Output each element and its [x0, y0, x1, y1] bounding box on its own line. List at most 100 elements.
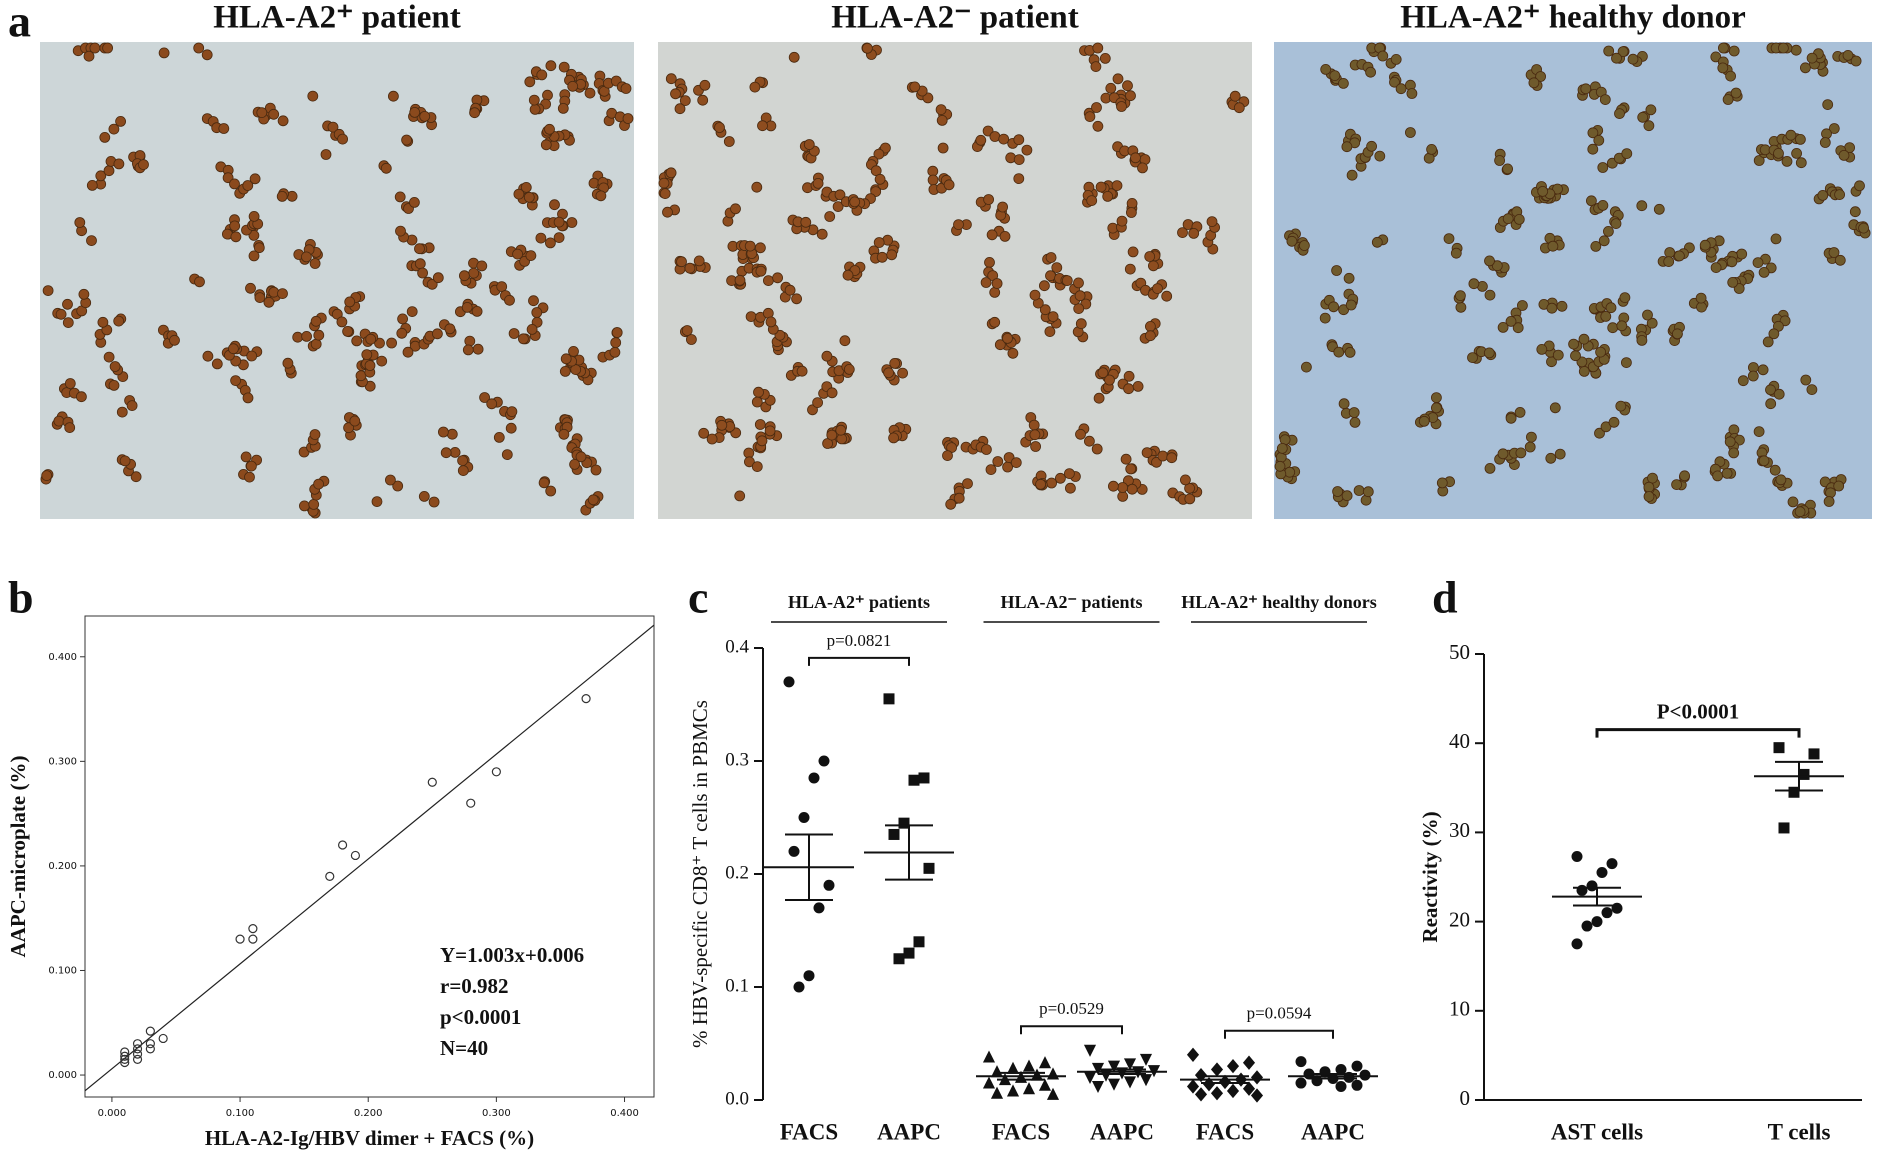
bracket [808, 656, 910, 666]
point [883, 693, 895, 705]
bead [883, 367, 894, 379]
bead [1035, 478, 1046, 490]
bead [803, 139, 815, 150]
bead [298, 500, 310, 512]
bead [1362, 486, 1374, 498]
bead [1858, 222, 1869, 234]
bead [408, 196, 420, 208]
point [1210, 1086, 1224, 1101]
bead [751, 461, 763, 473]
bead [263, 296, 275, 308]
bead [1795, 157, 1807, 169]
bead [1039, 304, 1051, 316]
bead [1436, 477, 1448, 489]
bead [253, 242, 265, 254]
bead [1345, 299, 1357, 311]
bead [985, 464, 997, 476]
bead [102, 42, 113, 54]
bead [937, 142, 949, 154]
bead [622, 113, 634, 124]
bead [469, 107, 481, 119]
bead [753, 386, 764, 398]
bead [1515, 447, 1527, 459]
bead [248, 250, 260, 262]
y-tick-label: 40 [1449, 729, 1470, 753]
bead [282, 357, 294, 369]
bead [310, 315, 322, 327]
bead [998, 133, 1010, 145]
bead [1758, 266, 1770, 278]
bead [587, 494, 599, 506]
bead [1785, 129, 1797, 141]
point [337, 840, 348, 850]
point [132, 1049, 143, 1059]
bead [446, 428, 458, 440]
bead [201, 49, 213, 61]
bead [1524, 441, 1536, 453]
bead [1547, 240, 1559, 252]
bead [980, 277, 992, 288]
bead [1349, 416, 1361, 428]
bead [130, 471, 142, 483]
bead [1299, 240, 1310, 251]
bead [609, 346, 621, 358]
bead [1834, 189, 1845, 201]
bead [1512, 322, 1524, 334]
bead [268, 108, 280, 120]
bead [418, 490, 430, 502]
bead [1144, 251, 1156, 262]
bead [387, 90, 399, 102]
bead [1600, 421, 1612, 433]
point [793, 981, 805, 993]
bead [1124, 263, 1136, 275]
bead [816, 228, 828, 240]
bead [693, 255, 705, 267]
image-title: HLA-A2⁻ patient [831, 0, 1079, 36]
bead [342, 325, 354, 337]
bead [1636, 200, 1648, 212]
point [1123, 1058, 1137, 1071]
bead [1497, 448, 1509, 460]
point [1773, 742, 1785, 754]
p-value: p=0.0594 [1247, 1004, 1312, 1023]
bead [1013, 173, 1025, 185]
bead [336, 316, 348, 328]
bead [371, 496, 383, 508]
bead [756, 435, 768, 447]
bead [1728, 45, 1740, 57]
bead [505, 422, 517, 434]
bead [394, 191, 406, 203]
bead [567, 80, 579, 92]
bead [686, 334, 697, 345]
point [120, 1051, 130, 1061]
point [1194, 1067, 1208, 1083]
bead [158, 47, 170, 59]
bead [1712, 470, 1723, 482]
bead [994, 339, 1006, 351]
bead [886, 249, 898, 261]
fit-line [85, 624, 654, 1092]
bead [89, 42, 101, 54]
point [923, 862, 935, 874]
bead [796, 365, 808, 377]
point [1601, 907, 1613, 919]
bead [392, 480, 404, 492]
bead [1046, 477, 1057, 489]
bead [1603, 225, 1614, 237]
bead [874, 173, 886, 185]
bead [1773, 147, 1784, 159]
bead [1781, 155, 1793, 167]
bead [575, 451, 587, 463]
bead [256, 107, 268, 118]
bead [1111, 180, 1123, 192]
point [132, 1039, 143, 1049]
bead [1044, 326, 1056, 338]
micrograph [40, 42, 634, 519]
point [427, 777, 437, 787]
point [145, 1026, 155, 1036]
bead [227, 343, 239, 355]
bead [763, 275, 774, 287]
bead [1010, 457, 1022, 469]
point [1242, 1081, 1256, 1096]
bead [1664, 247, 1676, 258]
